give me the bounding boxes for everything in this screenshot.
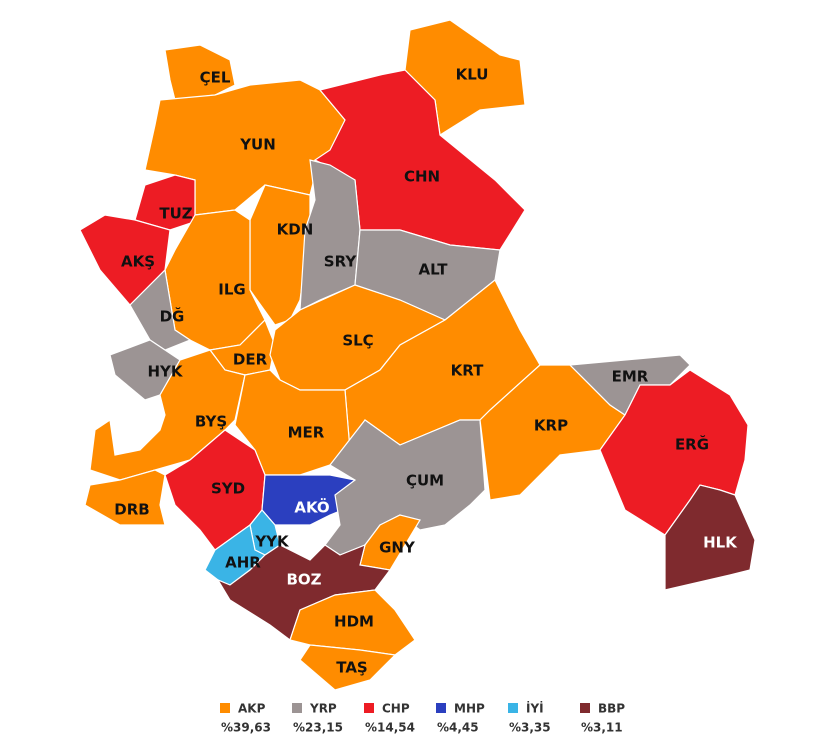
district-label: YYK (254, 533, 290, 551)
district-label: EMR (612, 368, 649, 386)
district-label: ÇEL (200, 69, 231, 87)
district-label: DĞ (160, 307, 185, 326)
legend-swatch (292, 703, 302, 713)
district-label: YUN (239, 136, 276, 154)
legend-share: %4,45 (437, 721, 479, 735)
district-label: SRY (324, 253, 358, 271)
district-label: AHR (225, 554, 261, 572)
legend-swatch (364, 703, 374, 713)
district-label: DRB (114, 501, 149, 519)
district (664, 484, 756, 591)
legend-party: YRP (309, 702, 337, 716)
district-label: SYD (211, 480, 245, 498)
district-label: BYŞ (195, 413, 227, 431)
district (84, 469, 166, 526)
district (289, 589, 416, 656)
district-label: TAŞ (336, 659, 367, 677)
district-label: ÇUM (406, 472, 444, 490)
district-label: KDN (277, 221, 314, 239)
district-label: HYK (147, 363, 183, 381)
district (79, 214, 171, 306)
district-label: DER (233, 351, 268, 369)
district-label: ERĞ (675, 435, 709, 454)
district-label: KRT (451, 362, 485, 380)
district (299, 644, 397, 691)
legend-swatch (436, 703, 446, 713)
legend-share: %39,63 (221, 721, 271, 735)
legend-party: MHP (454, 702, 485, 716)
district-label: HLK (703, 534, 738, 552)
district-label: AKÖ (294, 498, 329, 517)
legend-party: BBP (598, 702, 625, 716)
legend-swatch (580, 703, 590, 713)
district-label: ALT (419, 261, 449, 279)
district (164, 44, 236, 101)
district-label: SLÇ (342, 332, 373, 350)
legend-share: %14,54 (365, 721, 415, 735)
legend-party: CHP (382, 702, 410, 716)
legend-share: %3,35 (509, 721, 551, 735)
district-label: ILG (218, 281, 245, 299)
district-label: CHN (404, 168, 440, 186)
legend-party: AKP (238, 702, 266, 716)
district-label: KLU (456, 66, 489, 84)
legend-share: %23,15 (293, 721, 343, 735)
legend-party: İYİ (526, 701, 544, 716)
district-label: KRP (534, 417, 568, 435)
district (164, 209, 266, 351)
district-label: BOZ (286, 571, 321, 589)
district-label: TUZ (159, 205, 192, 223)
district-label: MER (288, 424, 325, 442)
district-label: AKŞ (121, 253, 155, 271)
legend-swatch (508, 703, 518, 713)
legend-share: %3,11 (581, 721, 623, 735)
district-label: GNY (379, 539, 416, 557)
district-label: HDM (334, 613, 374, 631)
legend-swatch (220, 703, 230, 713)
